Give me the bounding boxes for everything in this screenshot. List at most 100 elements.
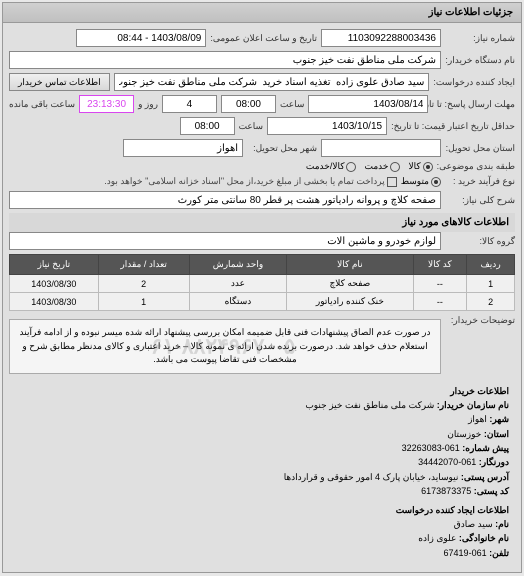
row-validity: حداقل تاریخ اعتبار قیمت: تا تاریخ: ساعت — [9, 117, 515, 135]
group-label: گروه کالا: — [445, 236, 515, 247]
validity-date-input[interactable] — [267, 117, 387, 135]
postal-value: 6173873375 — [421, 486, 471, 496]
family-label: نام خانوادگی: — [459, 533, 509, 543]
details-panel: جزئیات اطلاعات نیاز شماره نیاز: تاریخ و … — [2, 2, 522, 573]
phone-value: 061-67419 — [444, 548, 487, 558]
row-requester: ایجاد کننده درخواست: اطلاعات تماس خریدار — [9, 73, 515, 91]
watermark-text: ۰۶۱-۸۸۲۴۹۶۷۰-۵ — [139, 330, 295, 363]
cell: 1403/08/30 — [10, 275, 99, 293]
postal-label: کد پستی: — [474, 486, 509, 496]
info-line: تلفن: 061-67419 — [15, 546, 509, 560]
row-package: طبقه بندی موضوعی: کالا خدمت کالا/خدمت — [9, 161, 515, 172]
th-qty: تعداد / مقدار — [98, 255, 189, 275]
validity-time-input[interactable] — [180, 117, 235, 135]
table-row: 2 -- خنک کننده رادیاتور دستگاه 1 1403/08… — [10, 293, 515, 311]
buyer-note-box: در صورت عدم الصاق پیشنهادات فنی قابل ضمی… — [9, 319, 441, 374]
cell: 2 — [467, 293, 515, 311]
days-remaining-input[interactable] — [162, 95, 217, 113]
row-buyer-org: نام دستگاه خریدار: — [9, 51, 515, 69]
prefix-label: پیش شماره: — [462, 443, 509, 453]
info-line: آدرس پستی: نیوساید، خیابان پارک 4 امور ح… — [15, 470, 509, 484]
request-number-input[interactable] — [321, 29, 441, 47]
fax-value: 061-34442070 — [418, 457, 476, 467]
cell: 1 — [98, 293, 189, 311]
cell: 1403/08/30 — [10, 293, 99, 311]
deadline-label: مهلت ارسال پاسخ: تا تاریخ: — [432, 99, 515, 110]
request-number-label: شماره نیاز: — [445, 33, 515, 44]
province-value: خوزستان — [447, 429, 481, 439]
prepay-label: پرداخت تمام یا بخشی از مبلغ خرید،از محل … — [104, 176, 384, 187]
purchase-radio-medium[interactable]: متوسط — [401, 176, 441, 187]
contact-button[interactable]: اطلاعات تماس خریدار — [9, 73, 110, 91]
deadline-time-label: ساعت — [280, 99, 305, 110]
cell: صفحه کلاچ — [287, 275, 413, 293]
buyer-note-label: توضیحات خریدار: — [445, 315, 515, 326]
package-label: طبقه بندی موضوعی: — [437, 161, 515, 172]
package-radio-kala[interactable]: کالا — [408, 161, 432, 172]
announce-input[interactable] — [76, 29, 206, 47]
family-value: علوی زاده — [418, 533, 456, 543]
row-delivery: استان محل تحویل: شهر محل تحویل: — [9, 139, 515, 157]
purchase-radio-group: متوسط — [401, 176, 441, 187]
prefix-value: 061-32263083 — [402, 443, 460, 453]
th-unit: واحد شمارش — [189, 255, 287, 275]
delivery-province-label: استان محل تحویل: — [445, 143, 515, 154]
package-radio-khedmat[interactable]: خدمت — [364, 161, 400, 172]
row-group: گروه کالا: — [9, 232, 515, 250]
prepay-checkbox[interactable]: پرداخت تمام یا بخشی از مبلغ خرید،از محل … — [104, 176, 396, 187]
remaining-label: ساعت باقی مانده — [9, 99, 75, 110]
info-line: کد پستی: 6173873375 — [15, 484, 509, 498]
cell: 1 — [467, 275, 515, 293]
panel-title: جزئیات اطلاعات نیاز — [3, 3, 521, 23]
info-line: شهر: اهواز — [15, 412, 509, 426]
group-input[interactable] — [9, 232, 441, 250]
cell: -- — [413, 275, 467, 293]
checkbox-icon — [387, 177, 397, 187]
purchase-type-label: نوع فرآیند خرید : — [445, 176, 515, 187]
row-request-number: شماره نیاز: تاریخ و ساعت اعلان عمومی: — [9, 29, 515, 47]
deadline-date-input[interactable] — [308, 95, 428, 113]
city-value: اهواز — [468, 414, 487, 424]
title-input[interactable] — [9, 191, 441, 209]
info-line: پیش شماره: 061-32263083 — [15, 441, 509, 455]
deadline-time-input[interactable] — [221, 95, 276, 113]
name-value: سید صادق — [454, 519, 493, 529]
province-label: استان: — [484, 429, 509, 439]
cell: خنک کننده رادیاتور — [287, 293, 413, 311]
info-line: نام خانوادگی: علوی زاده — [15, 531, 509, 545]
requester-input[interactable] — [114, 73, 430, 91]
radio-icon — [346, 162, 356, 172]
requester-label: ایجاد کننده درخواست: — [433, 77, 515, 88]
items-section-title: اطلاعات کالاهای مورد نیاز — [9, 213, 515, 232]
cell: عدد — [189, 275, 287, 293]
creator-info-title: اطلاعات ایجاد کننده درخواست — [15, 503, 509, 517]
buyer-info-block: اطلاعات خریدار نام سازمان خریدار: شرکت م… — [9, 378, 515, 567]
info-line: دورنگار: 061-34442070 — [15, 455, 509, 469]
city-label: شهر: — [489, 414, 509, 424]
row-buyer-note: توضیحات خریدار: در صورت عدم الصاق پیشنها… — [9, 315, 515, 374]
th-code: کد کالا — [413, 255, 467, 275]
row-deadline: مهلت ارسال پاسخ: تا تاریخ: ساعت روز و سا… — [9, 95, 515, 113]
info-line: نام سازمان خریدار: شرکت ملی مناطق نفت خی… — [15, 398, 509, 412]
announce-label: تاریخ و ساعت اعلان عمومی: — [210, 33, 317, 44]
package-radio-both[interactable]: کالا/خدمت — [306, 161, 357, 172]
cell: 2 — [98, 275, 189, 293]
phone-label: تلفن: — [489, 548, 509, 558]
items-table: ردیف کد کالا نام کالا واحد شمارش تعداد /… — [9, 254, 515, 311]
table-header-row: ردیف کد کالا نام کالا واحد شمارش تعداد /… — [10, 255, 515, 275]
package-radio3-label: کالا/خدمت — [306, 161, 345, 172]
delivery-city-input[interactable] — [123, 139, 243, 157]
th-date: تاریخ نیاز — [10, 255, 99, 275]
name-label: نام: — [495, 519, 509, 529]
row-purchase-type: نوع فرآیند خرید : متوسط پرداخت تمام یا ب… — [9, 176, 515, 187]
buyer-org-label: نام دستگاه خریدار: — [445, 55, 515, 66]
org-label: نام سازمان خریدار: — [437, 400, 509, 410]
buyer-org-input[interactable] — [9, 51, 441, 69]
delivery-province-input[interactable] — [321, 139, 441, 157]
info-line: نام: سید صادق — [15, 517, 509, 531]
address-label: آدرس پستی: — [461, 472, 509, 482]
th-row: ردیف — [467, 255, 515, 275]
th-name: نام کالا — [287, 255, 413, 275]
org-value: شرکت ملی مناطق نفت خیز جنوب — [305, 400, 434, 410]
days-label: روز و — [138, 99, 158, 110]
